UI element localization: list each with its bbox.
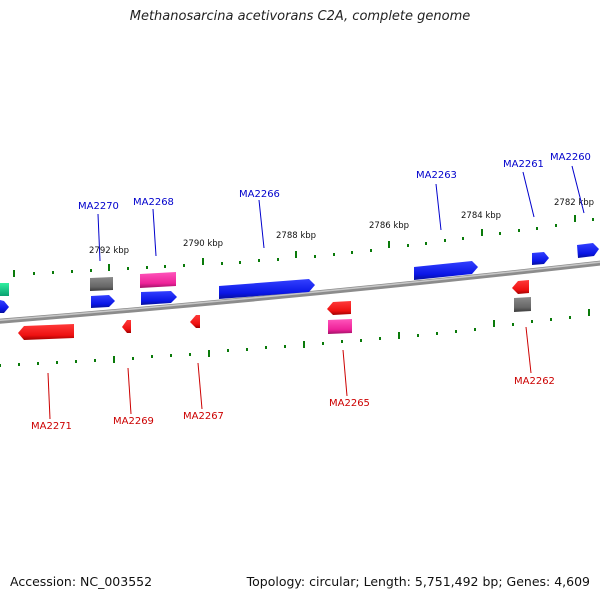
gene-edge-green[interactable] [0,283,9,296]
genome-backbone [0,260,600,324]
gene-ma2271[interactable] [18,324,74,340]
gene-ma2265-pink[interactable] [328,319,352,334]
gene-ma2262-gray[interactable] [514,297,531,312]
gene-label-ma2261[interactable]: MA2261 [503,159,544,170]
gene-label-ma2268[interactable]: MA2268 [133,197,174,208]
forward-tick-track [13,215,594,277]
gene-ma2267[interactable] [190,315,200,328]
gene-ma2260[interactable] [577,243,599,258]
gene-ma2263[interactable] [414,261,478,280]
scale-label: 2792 kbp [89,246,129,256]
gene-ma2265-red[interactable] [327,301,351,315]
forward-genes [0,243,599,313]
accession-text: Accession: NC_003552 [10,574,153,589]
gene-ma2262-red[interactable] [512,280,529,294]
gene-label-ma2267[interactable]: MA2267 [183,411,224,422]
genome-summary-text: Topology: circular; Length: 5,751,492 bp… [246,574,590,589]
forward-leaders [97,165,585,262]
reverse-leaders [47,326,532,420]
reverse-tick-track [0,309,590,367]
gene-ma2268-blue[interactable] [141,291,177,305]
gene-ma2268-pink[interactable] [140,272,176,288]
scale-label: 2784 kbp [461,211,501,221]
gene-edge-blue[interactable] [0,300,9,313]
gene-ma2266[interactable] [219,279,315,299]
gene-label-ma2269[interactable]: MA2269 [113,416,154,427]
gene-label-ma2265[interactable]: MA2265 [329,398,370,409]
gene-label-ma2270[interactable]: MA2270 [78,201,119,212]
gene-label-ma2263[interactable]: MA2263 [416,170,457,181]
gene-ma2269[interactable] [122,320,131,333]
gene-ma2261[interactable] [532,252,549,265]
map-title: Methanosarcina acetivorans C2A, complete… [129,9,471,24]
scale-label: 2790 kbp [183,239,223,249]
gene-label-ma2262[interactable]: MA2262 [514,376,555,387]
gene-label-ma2260[interactable]: MA2260 [550,152,591,163]
scale-label: 2786 kbp [369,221,409,231]
gene-label-ma2266[interactable]: MA2266 [239,189,280,200]
gene-ma2270-blue[interactable] [91,295,115,308]
gene-ma2270-gray[interactable] [90,277,113,291]
gene-label-ma2271[interactable]: MA2271 [31,421,72,432]
reverse-genes [18,280,531,340]
scale-label: 2782 kbp [554,198,594,208]
scale-label: 2788 kbp [276,231,316,241]
